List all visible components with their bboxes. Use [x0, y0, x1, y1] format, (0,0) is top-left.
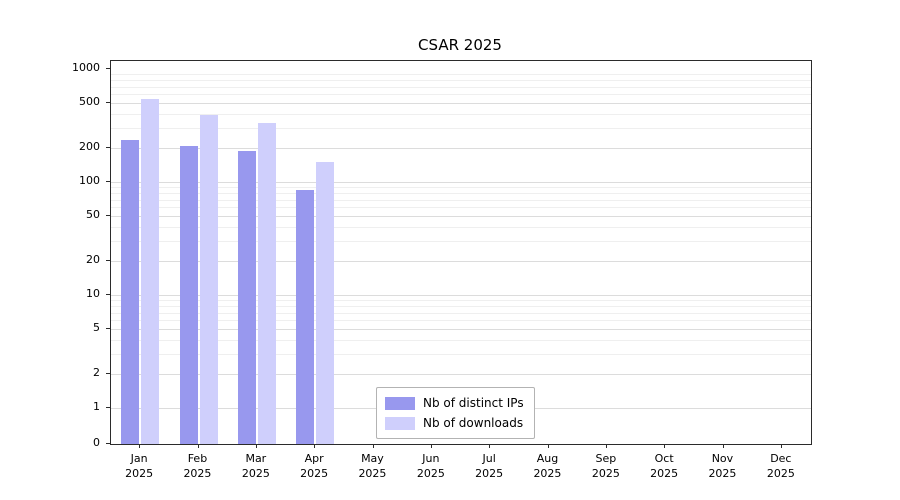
plot-area: Nb of distinct IPs Nb of downloads: [110, 60, 812, 445]
gridline-minor: [111, 187, 811, 189]
x-tick-label: Jul 2025: [475, 452, 504, 480]
x-tick-mark: [197, 444, 199, 448]
gridline-minor: [111, 320, 811, 322]
x-tick-label: Jan 2025: [125, 452, 154, 480]
gridline: [111, 148, 811, 149]
gridline: [111, 216, 811, 217]
y-tick-mark: [106, 102, 110, 103]
bar-downloads-mar: [257, 123, 276, 444]
gridline: [111, 329, 811, 330]
gridline: [111, 261, 811, 262]
y-tick-label: 5: [93, 321, 100, 334]
y-tick-mark: [106, 407, 110, 408]
y-tick-label: 500: [79, 95, 100, 108]
gridline-minor: [111, 128, 811, 130]
x-tick-mark: [314, 444, 316, 448]
gridline-minor: [111, 312, 811, 314]
gridline-minor: [111, 86, 811, 88]
gridline-minor: [111, 80, 811, 81]
y-tick-mark: [106, 215, 110, 216]
gridline-minor: [111, 94, 811, 96]
y-tick-mark: [106, 373, 110, 374]
y-tick-label: 100: [79, 174, 100, 187]
x-tick-mark: [780, 444, 782, 448]
y-tick-label: 50: [86, 208, 100, 221]
gridline: [111, 295, 811, 296]
x-tick-mark: [605, 444, 607, 448]
bar-downloads-feb: [199, 114, 218, 444]
x-tick-mark: [489, 444, 491, 448]
bar-distinct-ips-feb: [179, 145, 198, 444]
gridline-minor: [111, 340, 811, 341]
x-tick-label: Sep 2025: [591, 452, 620, 480]
x-tick-mark: [722, 444, 724, 448]
x-tick-label: Mar 2025: [241, 452, 270, 480]
y-tick-label: 2: [93, 366, 100, 379]
gridline-minor: [111, 300, 811, 302]
gridline-minor: [111, 199, 811, 201]
y-tick-mark: [106, 328, 110, 329]
x-tick-label: Aug 2025: [533, 452, 562, 480]
gridline: [111, 182, 811, 183]
legend-item-downloads: Nb of downloads: [385, 413, 524, 433]
y-tick-mark: [106, 68, 110, 69]
y-tick-mark: [106, 260, 110, 261]
x-tick-label: Nov 2025: [708, 452, 737, 480]
legend: Nb of distinct IPs Nb of downloads: [376, 387, 535, 439]
gridline-minor: [111, 207, 811, 209]
legend-label-distinct-ips: Nb of distinct IPs: [423, 396, 524, 410]
y-tick-mark: [106, 294, 110, 295]
x-tick-label: Apr 2025: [300, 452, 329, 480]
y-tick-label: 1000: [72, 61, 100, 74]
y-tick-label: 20: [86, 253, 100, 266]
x-tick-mark: [139, 444, 141, 448]
bar-distinct-ips-apr: [296, 190, 315, 444]
x-tick-mark: [664, 444, 666, 448]
legend-swatch-distinct-ips: [385, 396, 415, 410]
legend-swatch-downloads: [385, 416, 415, 430]
gridline-minor: [111, 354, 811, 356]
y-tick-mark: [106, 147, 110, 148]
x-tick-mark: [255, 444, 257, 448]
y-tick-mark: [106, 181, 110, 182]
gridline-minor: [111, 74, 811, 76]
legend-label-downloads: Nb of downloads: [423, 416, 524, 430]
gridline-minor: [111, 306, 811, 307]
y-tick-label: 1: [93, 400, 100, 413]
gridline-minor: [111, 193, 811, 194]
x-tick-label: Feb 2025: [183, 452, 212, 480]
x-tick-label: May 2025: [358, 452, 387, 480]
y-tick-mark: [106, 443, 110, 444]
y-tick-label: 200: [79, 140, 100, 153]
x-tick-label: Jun 2025: [416, 452, 445, 480]
x-tick-label: Oct 2025: [650, 452, 679, 480]
bar-distinct-ips-jan: [121, 140, 140, 444]
x-tick-label: Dec 2025: [766, 452, 795, 480]
x-tick-mark: [547, 444, 549, 448]
gridline-minor: [111, 241, 811, 243]
bar-downloads-jan: [141, 99, 160, 444]
gridline-minor: [111, 227, 811, 228]
gridline: [111, 103, 811, 104]
x-tick-mark: [430, 444, 432, 448]
bar-downloads-apr: [316, 162, 335, 444]
y-tick-label: 10: [86, 287, 100, 300]
chart-title: CSAR 2025: [418, 36, 502, 54]
gridline: [111, 374, 811, 375]
legend-item-distinct-ips: Nb of distinct IPs: [385, 393, 524, 413]
x-tick-mark: [372, 444, 374, 448]
y-tick-label: 0: [93, 436, 100, 449]
gridline-minor: [111, 114, 811, 115]
bar-distinct-ips-mar: [237, 150, 256, 444]
